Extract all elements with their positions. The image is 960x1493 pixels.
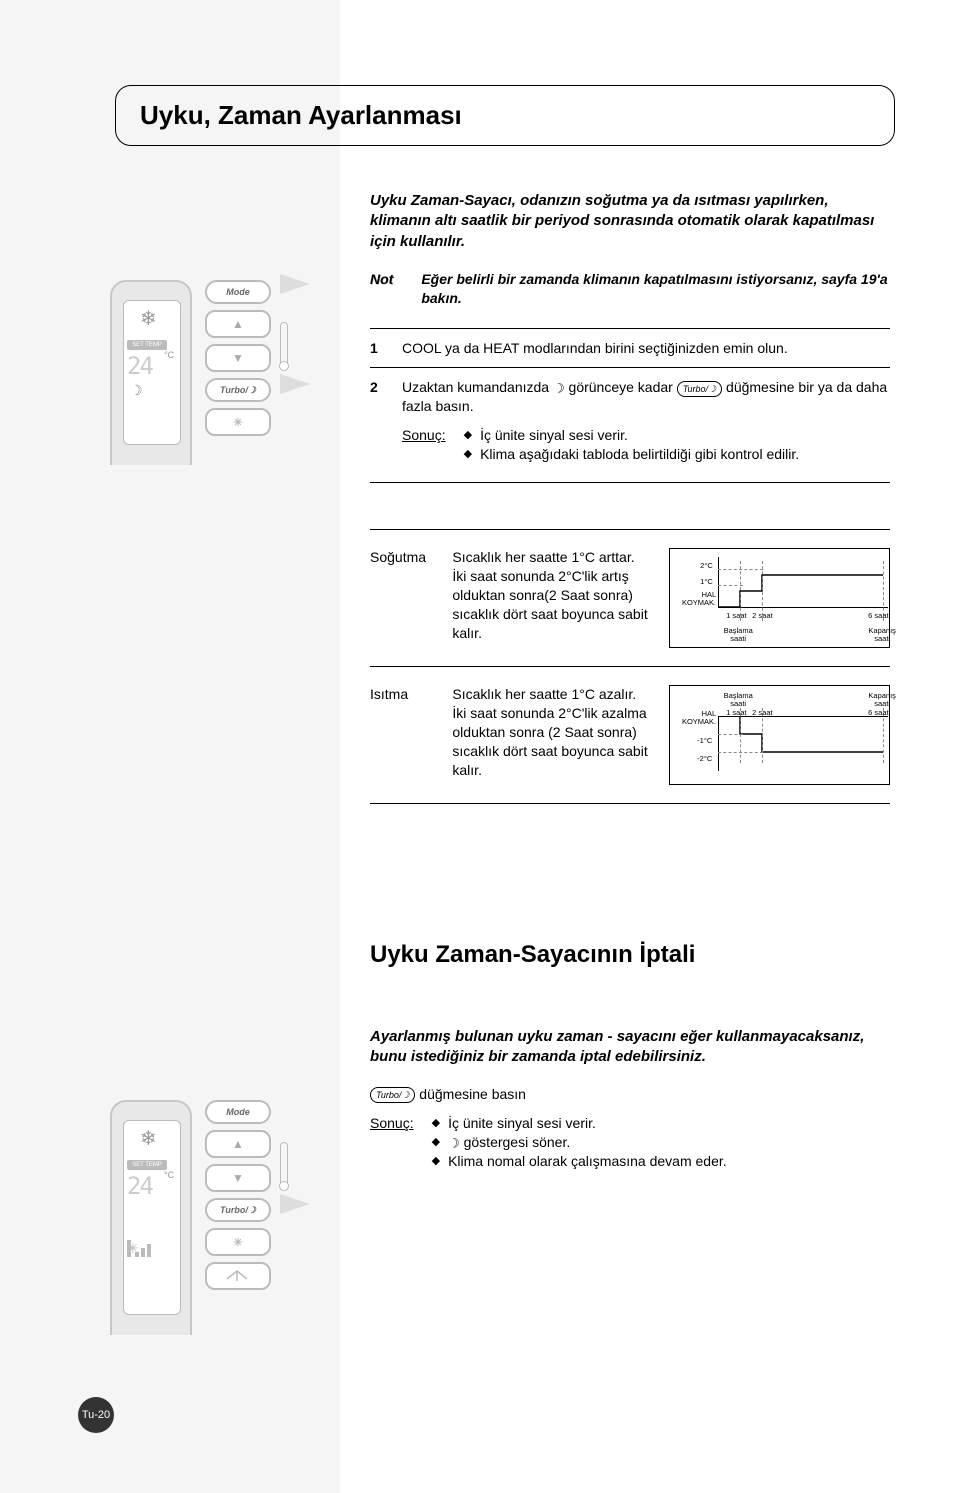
button-column: Mode Turbo/☽ ✳ (205, 280, 275, 442)
sonuc-row-1: Sonuç: ◆İç ünite sinyal sesi verir. ◆Kli… (402, 426, 890, 464)
cooling-chart: 2°C 1°C HAL KOYMAK. 1 saat 2 saat 6 saat… (669, 548, 890, 648)
section2-title: Uyku Zaman-Sayacının İptali (370, 939, 890, 971)
temp-digits-2: 24 (127, 1172, 152, 1200)
thermometer-icon (280, 322, 288, 370)
remote-body-2: ❄ SET TEMP 24 °C ✳ (110, 1100, 192, 1335)
set-temp-label: SET TEMP (127, 340, 167, 350)
page-title: Uyku, Zaman Ayarlanması (140, 100, 870, 131)
turbo-button: Turbo/☽ (205, 378, 271, 402)
up-button-2 (205, 1130, 271, 1158)
cursor-arrow-3 (280, 1194, 310, 1214)
s2-bullet-2: ☽ göstergesi söner. (448, 1133, 570, 1152)
turbo-icon: Turbo/☽ (677, 381, 722, 397)
cooling-desc: Sıcaklık her saatte 1°C arttar. İki saat… (452, 548, 649, 642)
swing-icon (225, 1269, 251, 1283)
section2-action-row: Turbo/☽ düğmesine basın (370, 1085, 890, 1104)
bullet-2: Klima aşağıdaki tabloda belirtildiği gib… (480, 445, 799, 464)
snowflake-icon: ❄ (140, 306, 157, 331)
mode-button: Mode (205, 280, 271, 304)
step-2-num: 2 (370, 378, 384, 416)
snowflake-icon: ❄ (140, 1126, 157, 1151)
heating-desc: Sıcaklık her saatte 1°C azalır. İki saat… (452, 685, 649, 779)
page-content: Uyku, Zaman Ayarlanması ❄ SET TEMP 24 °C… (115, 85, 895, 1171)
moon-icon: ☽ (448, 1135, 460, 1150)
heating-label: Isıtma (370, 685, 432, 704)
cursor-arrow-1 (280, 274, 310, 294)
bullet-1: İç ünite sinyal sesi verir. (480, 426, 628, 445)
cooling-label: Soğutma (370, 548, 432, 567)
mode-button-2: Mode (205, 1100, 271, 1124)
button-column-2: Mode Turbo/☽ ✳ (205, 1100, 275, 1296)
deg-c-2: °C (164, 1170, 174, 1180)
moon-icon: ☽ (130, 382, 143, 399)
note-row: Not Eğer belirli bir zamanda klimanın ka… (370, 270, 890, 308)
section2-intro: Ayarlanmış bulunan uyku zaman - sayacını… (370, 1027, 890, 1068)
bullet-list: ◆İç ünite sinyal sesi verir. ◆Klima aşağ… (464, 426, 890, 464)
page-number-badge: Tu-20 (78, 1397, 114, 1433)
down-button-2 (205, 1164, 271, 1192)
bullet-list-2: ◆İç ünite sinyal sesi verir. ◆☽ gösterge… (432, 1114, 890, 1171)
remote-illustration-2: ❄ SET TEMP 24 °C ✳ Mode Turbo/☽ ✳ (110, 1100, 335, 1335)
heating-chart: Başlama saati Kapanış saati HAL KOYMAK. … (669, 685, 890, 785)
note-label: Not (370, 270, 393, 308)
text-column: Uyku Zaman-Sayacı, odanızın soğutma ya d… (370, 191, 890, 1171)
fan-bars-icon: ✳ (127, 1240, 151, 1257)
temp-digits: 24 (127, 352, 152, 380)
s2-bullet-3: Klima nomal olarak çalışmasına devam ede… (448, 1152, 727, 1171)
remote-body: ❄ SET TEMP 24 °C ☽ (110, 280, 192, 465)
sonuc-row-2: Sonuç: ◆İç ünite sinyal sesi verir. ◆☽ g… (370, 1114, 890, 1171)
turbo-button-2: Turbo/☽ (205, 1198, 271, 1222)
set-temp-label-2: SET TEMP (127, 1160, 167, 1170)
heat-step-line (718, 716, 890, 771)
up-button (205, 310, 271, 338)
fan-button-2: ✳ (205, 1228, 271, 1256)
swing-button (205, 1262, 271, 1290)
title-box: Uyku, Zaman Ayarlanması (115, 85, 895, 146)
cool-step-line (718, 557, 890, 609)
down-button (205, 344, 271, 372)
cooling-block: Soğutma Sıcaklık her saatte 1°C arttar. … (370, 548, 890, 648)
cursor-arrow-2 (280, 374, 310, 394)
s2-bullet-1: İç ünite sinyal sesi verir. (448, 1114, 596, 1133)
sonuc-label: Sonuç: (402, 426, 446, 464)
fan-button: ✳ (205, 408, 271, 436)
moon-icon: ☽ (553, 381, 565, 396)
remote-illustration-1: ❄ SET TEMP 24 °C ☽ Mode Turbo/☽ ✳ (110, 280, 335, 465)
step-1: 1 COOL ya da HEAT modlarından birini seç… (370, 339, 890, 358)
note-text: Eğer belirli bir zamanda klimanın kapatı… (421, 270, 890, 308)
step-1-num: 1 (370, 339, 384, 358)
step-2-text: Uzaktan kumandanızda ☽ görünceye kadar T… (402, 378, 890, 416)
turbo-icon: Turbo/☽ (370, 1087, 415, 1103)
step-2: 2 Uzaktan kumandanızda ☽ görünceye kadar… (370, 378, 890, 416)
deg-c: °C (164, 350, 174, 360)
thermometer-icon-2 (280, 1142, 288, 1190)
intro-text: Uyku Zaman-Sayacı, odanızın soğutma ya d… (370, 191, 890, 252)
sonuc-label-2: Sonuç: (370, 1114, 414, 1171)
heating-block: Isıtma Sıcaklık her saatte 1°C azalır. İ… (370, 685, 890, 785)
step-1-text: COOL ya da HEAT modlarından birini seçti… (402, 339, 890, 358)
